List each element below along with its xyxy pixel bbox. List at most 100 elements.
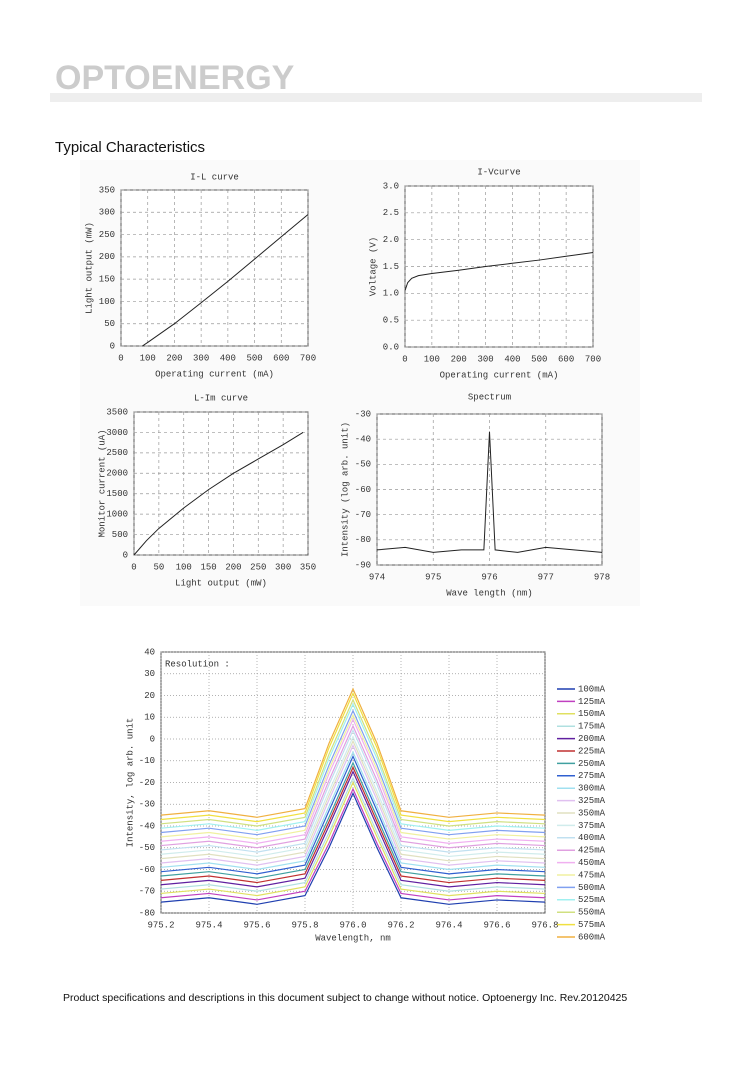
x-tick-label: 500 (531, 354, 547, 364)
x-tick-label: 0 (131, 562, 136, 572)
y-tick-label: -70 (355, 510, 371, 520)
data-line (160, 698, 546, 827)
x-tick-label: 600 (558, 354, 574, 364)
data-line (160, 687, 546, 818)
legend-label: 475mA (578, 870, 606, 880)
y-tick-label: 2.5 (383, 208, 399, 218)
x-tick-label: 200 (166, 353, 182, 363)
y-tick-label: 3.0 (383, 181, 399, 191)
y-tick-label: 40 (144, 647, 155, 657)
y-tick-label: -60 (355, 485, 371, 495)
legend-label: 425mA (578, 846, 606, 856)
x-tick-label: 250 (250, 562, 266, 572)
data-line (133, 432, 304, 556)
y-tick-label: 2500 (106, 448, 128, 458)
header-bar (50, 93, 702, 102)
y-tick-label: -10 (139, 756, 155, 766)
y-tick-label: 100 (99, 297, 115, 307)
x-tick-label: 50 (153, 562, 164, 572)
y-tick-label: 1500 (106, 489, 128, 499)
x-tick-label: 975.2 (147, 920, 174, 930)
data-line (160, 728, 546, 853)
legend-label: 200mA (578, 734, 606, 744)
x-tick-label: 100 (140, 353, 156, 363)
data-line (160, 709, 546, 836)
x-tick-label: 300 (193, 353, 209, 363)
y-tick-label: 0.5 (383, 316, 399, 326)
plot-area (120, 189, 309, 347)
legend-label: 225mA (578, 746, 606, 756)
y-tick-label: -40 (355, 435, 371, 445)
x-tick-label: 100 (176, 562, 192, 572)
legend-label: 350mA (578, 808, 606, 818)
x-axis-label: Wavelength, nm (315, 933, 391, 943)
footer: Product specifications and descriptions … (63, 992, 627, 1004)
y-axis-label: Light output (mW) (84, 222, 94, 314)
x-tick-label: 0 (118, 353, 123, 363)
data-line (160, 770, 546, 888)
data-line (160, 791, 546, 905)
y-axis-label: Monitor current (uA) (97, 429, 107, 537)
x-tick-label: 400 (504, 354, 520, 364)
y-tick-label: 350 (99, 185, 115, 195)
y-tick-label: -50 (355, 460, 371, 470)
x-tick-label: 975 (425, 572, 441, 582)
y-tick-label: 3000 (106, 428, 128, 438)
y-tick-label: 0.0 (383, 342, 399, 352)
y-tick-label: 3500 (106, 407, 128, 417)
data-line (160, 691, 546, 823)
y-axis-label: Intensity, log arb. unit (125, 718, 135, 848)
y-tick-label: -30 (355, 409, 371, 419)
x-tick-label: 978 (594, 572, 610, 582)
legend-label: 175mA (578, 722, 606, 732)
x-tick-label: 100 (424, 354, 440, 364)
x-tick-label: 974 (369, 572, 385, 582)
data-line (160, 744, 546, 866)
x-tick-label: 300 (275, 562, 291, 572)
legend-label: 500mA (578, 883, 606, 893)
x-axis-label: Operating current (mA) (155, 369, 274, 379)
y-tick-label: 1.5 (383, 262, 399, 272)
y-axis-label: Voltage (V) (368, 237, 378, 296)
logo: OPTOENERGY (55, 59, 295, 97)
legend-label: 150mA (578, 709, 606, 719)
x-axis-label: Light output (mW) (175, 578, 267, 588)
x-tick-label: 975.8 (291, 920, 318, 930)
y-tick-label: -40 (139, 821, 155, 831)
data-line (160, 787, 546, 901)
x-axis-label: Wave length (nm) (446, 588, 532, 598)
data-line (404, 252, 594, 291)
y-tick-label: -50 (139, 843, 155, 853)
y-axis-label: Intensity (log arb. unit) (340, 422, 350, 557)
y-tick-label: 200 (99, 252, 115, 262)
x-tick-label: 300 (477, 354, 493, 364)
y-tick-label: -80 (355, 535, 371, 545)
legend-label: 300mA (578, 784, 606, 794)
x-tick-label: 977 (538, 572, 554, 582)
x-tick-label: 0 (402, 354, 407, 364)
y-tick-label: -60 (139, 865, 155, 875)
chart-title: Spectrum (468, 392, 511, 402)
data-line (160, 781, 546, 897)
chart-title: I-Vcurve (477, 167, 520, 177)
x-tick-label: 350 (300, 562, 316, 572)
y-tick-label: 2000 (106, 469, 128, 479)
y-tick-label: 0 (150, 734, 155, 744)
annotation: Resolution : (165, 659, 230, 669)
data-line (376, 431, 603, 553)
legend-label: 375mA (578, 821, 606, 831)
y-tick-label: 10 (144, 713, 155, 723)
legend-label: 525mA (578, 895, 606, 905)
legend-label: 450mA (578, 858, 606, 868)
x-tick-label: 976.8 (531, 920, 558, 930)
y-tick-label: 500 (112, 530, 128, 540)
x-tick-label: 975.4 (195, 920, 222, 930)
data-line (160, 761, 546, 879)
y-tick-label: 300 (99, 208, 115, 218)
data-line (160, 735, 546, 858)
x-tick-label: 975.6 (243, 920, 270, 930)
chart-title: L-Im curve (194, 393, 248, 403)
y-tick-label: 0 (110, 341, 115, 351)
legend-label: 600mA (578, 932, 606, 942)
